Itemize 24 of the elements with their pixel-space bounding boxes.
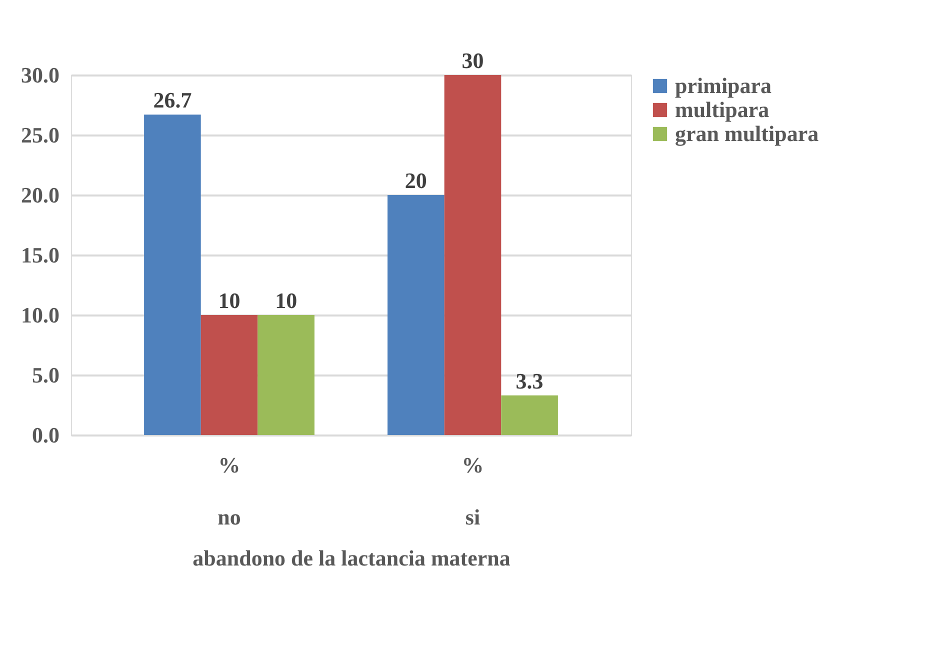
y-tick-label: 0.0	[32, 422, 60, 448]
bar	[258, 315, 314, 435]
data-label: 30	[462, 48, 484, 73]
data-label: 20	[404, 168, 427, 193]
legend-label: multipara	[675, 97, 770, 122]
legend-label: gran multipara	[675, 121, 819, 146]
data-label: 10	[275, 288, 298, 313]
bar	[501, 395, 558, 435]
category-label: % si	[462, 452, 484, 530]
y-tick-label: 30.0	[21, 62, 60, 88]
y-tick-label: 25.0	[21, 122, 60, 148]
x-axis-title: abandono de la lactancia materna	[192, 546, 510, 570]
data-label: 26.7	[153, 88, 192, 113]
y-tick-label: 10.0	[21, 302, 60, 328]
y-tick-label: 15.0	[21, 242, 60, 268]
bar	[144, 114, 201, 435]
data-label: 10	[218, 288, 240, 313]
y-tick-label: 5.0	[32, 362, 60, 388]
bar	[388, 195, 444, 435]
data-label: 3.3	[516, 368, 544, 394]
bar	[200, 315, 258, 435]
bar	[444, 75, 502, 435]
legend-label: primipara	[675, 73, 772, 98]
y-tick-label: 20.0	[21, 182, 60, 208]
